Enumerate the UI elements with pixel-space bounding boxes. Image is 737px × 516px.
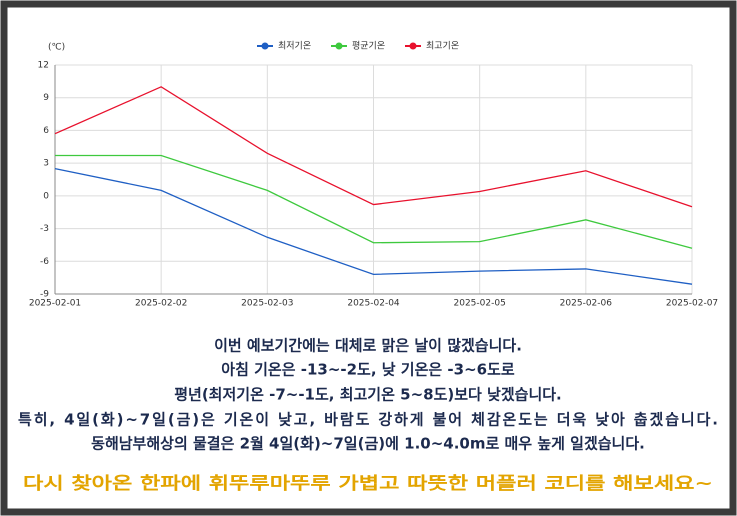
line-series xyxy=(55,154,693,249)
y-tick-label: 3 xyxy=(43,159,49,169)
y-tick-label: -6 xyxy=(40,257,49,267)
x-tick-label: 2025-02-05 xyxy=(454,299,506,309)
legend-marker xyxy=(261,42,269,50)
x-tick-label: 2025-02-03 xyxy=(241,299,293,309)
y-tick-label: -3 xyxy=(40,224,49,234)
y-tick-label: 9 xyxy=(43,93,49,103)
line-series xyxy=(54,86,693,208)
notice-line: 특히, 4일(화)~7일(금)은 기온이 낮고, 바람도 강하게 불어 체감온도… xyxy=(18,411,718,429)
highlight-line: 다시 찾아온 한파에 휘뚜루마뚜루 가볍고 따뜻한 머플러 코디를 해보세요~ xyxy=(23,473,713,494)
legend-marker xyxy=(409,42,417,50)
y-tick-label: 0 xyxy=(43,191,49,201)
y-tick-label: 6 xyxy=(43,126,49,136)
y-tick-label: -9 xyxy=(40,290,49,300)
unit-label: (℃) xyxy=(48,43,65,53)
y-tick-label: 12 xyxy=(38,61,49,71)
legend-label: 최고기온 xyxy=(426,41,459,52)
x-tick-label: 2025-02-01 xyxy=(29,299,81,309)
notice-line: 평년(최저기온 -7~-1도, 최고기온 5~8도)보다 낮겠습니다. xyxy=(174,386,562,404)
line-series xyxy=(54,167,693,285)
notice-line: 동해남부해상의 물결은 2월 4일(화)~7일(금)에 1.0~4.0m로 매우… xyxy=(91,435,645,453)
legend-label: 최저기온 xyxy=(278,41,311,52)
x-tick-label: 2025-02-02 xyxy=(135,299,187,309)
legend-label: 평균기온 xyxy=(352,41,385,52)
x-tick-label: 2025-02-06 xyxy=(560,299,613,309)
x-tick-label: 2025-02-04 xyxy=(347,299,400,309)
legend-marker xyxy=(335,42,343,50)
notice-line: 아침 기온은 -13~-2도, 낮 기온은 -3~6도로 xyxy=(221,361,515,379)
x-tick-label: 2025-02-07 xyxy=(666,299,718,309)
notice-line: 이번 예보기간에는 대체로 맑은 날이 많겠습니다. xyxy=(214,337,522,355)
